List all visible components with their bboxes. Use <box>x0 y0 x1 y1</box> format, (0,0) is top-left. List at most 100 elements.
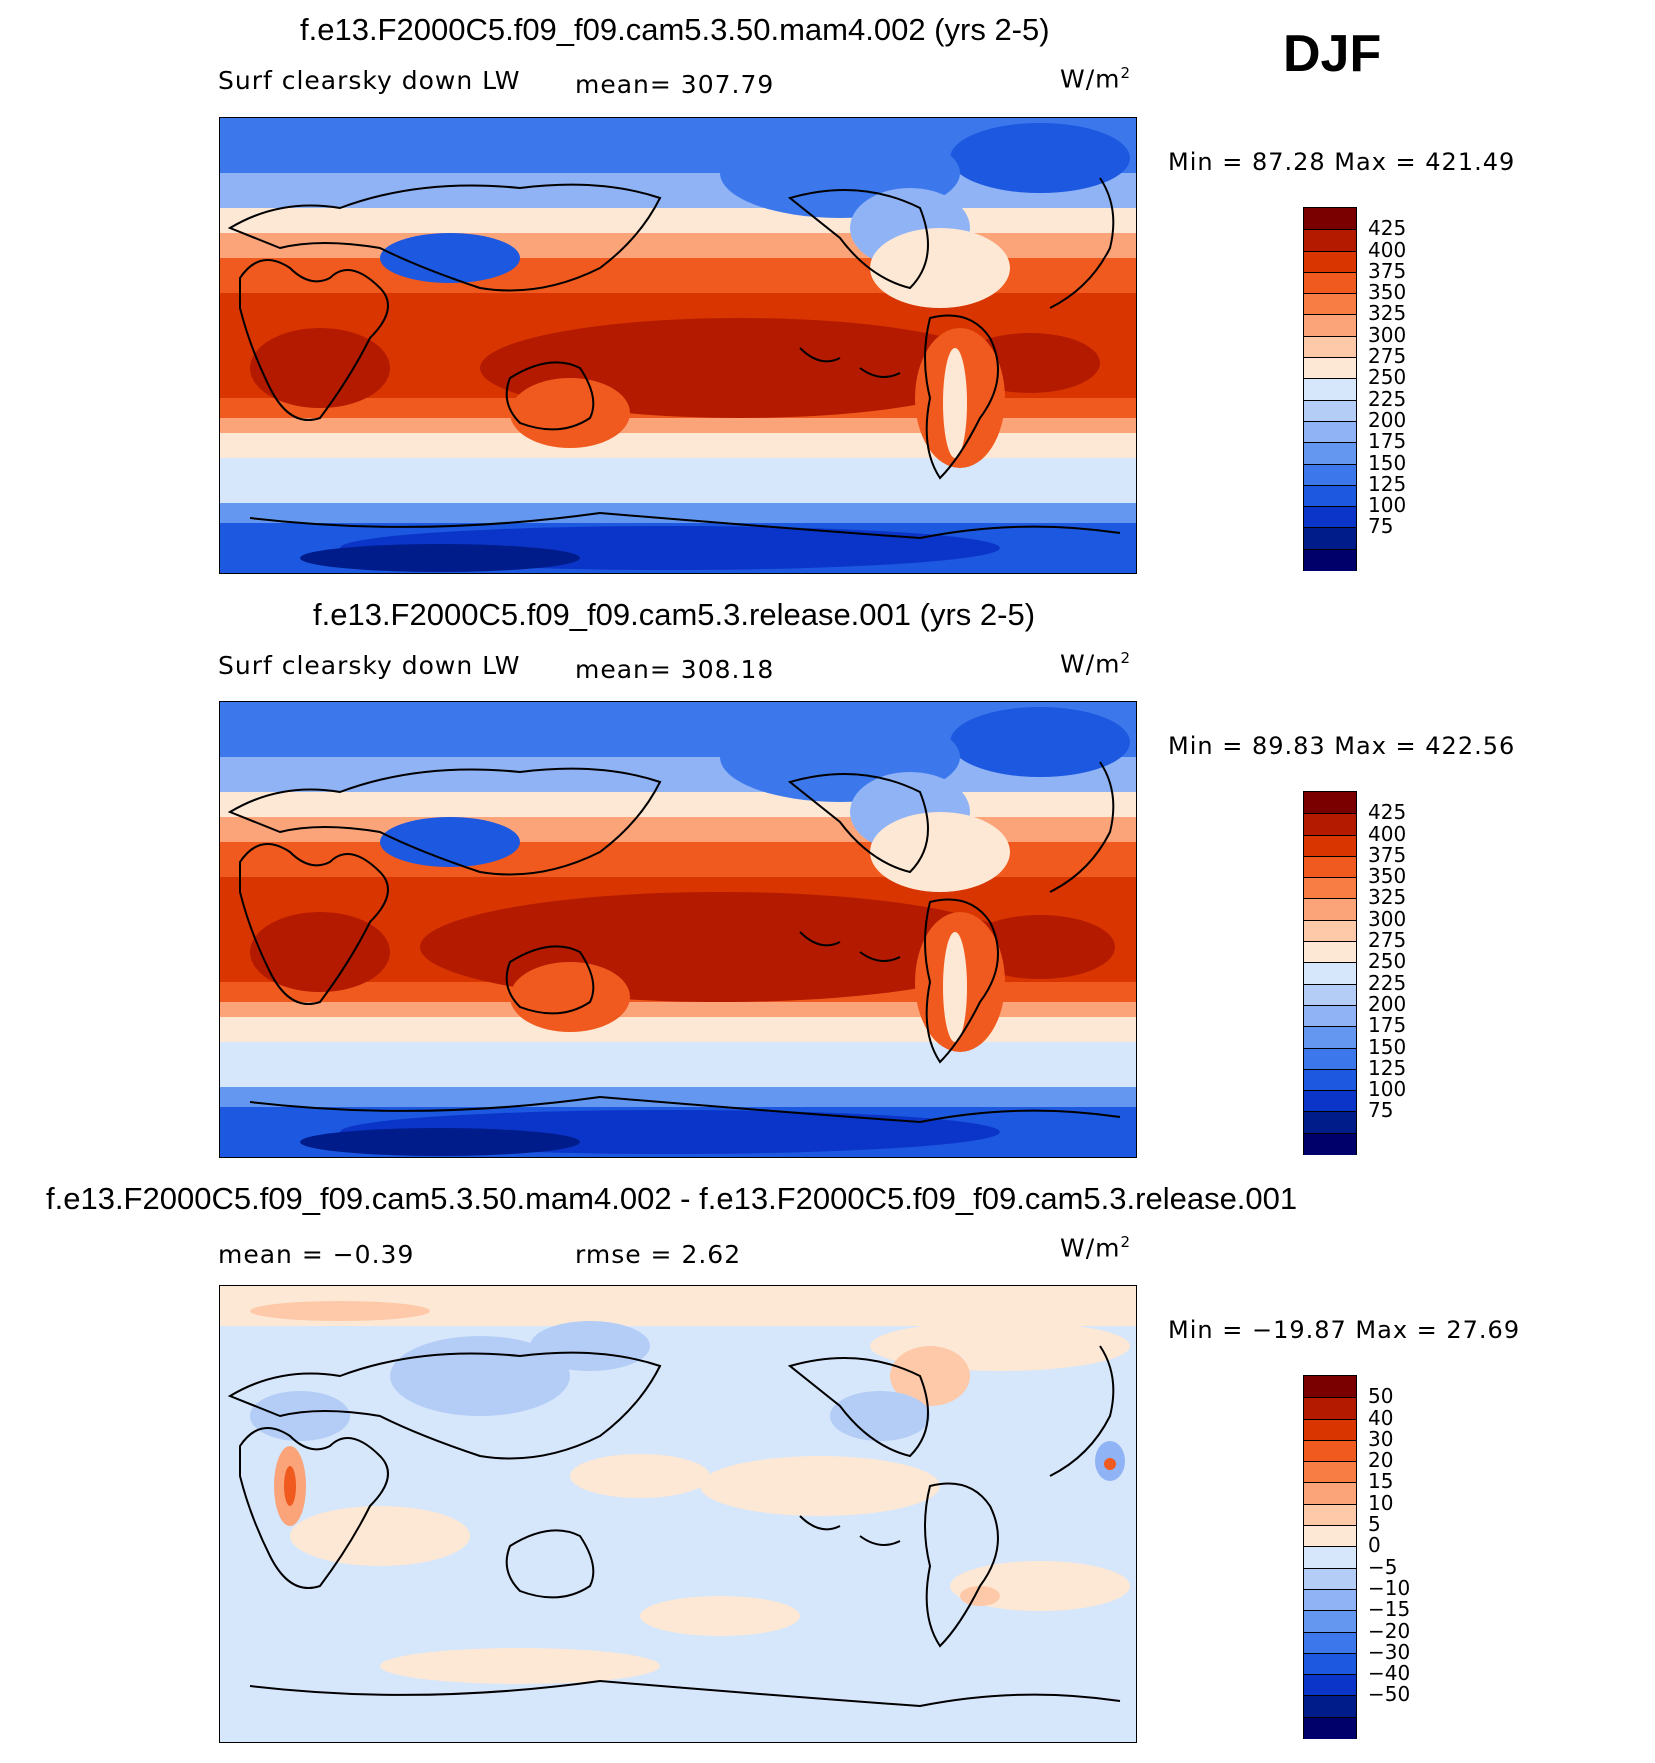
colorbar-segment <box>1304 1610 1356 1633</box>
colorbar-segment <box>1304 1004 1356 1028</box>
colorbar-tick-label: 425 <box>1368 800 1407 825</box>
colorbar-tick-label: 250 <box>1368 365 1407 390</box>
colorbar-segment <box>1304 378 1356 401</box>
colorbar-tick-label: 100 <box>1368 1077 1407 1102</box>
panel2-colorbar-labels: 425 400 375 350 325 300 275 250 225 200 175 150 125 1… <box>1368 791 1428 1155</box>
colorbar-segment <box>1304 1068 1356 1092</box>
panel3-colorbar-labels: 50 40 30 20 15 10 5 0 −5 −10 −15 −20 −30 −40 −50 <box>1368 1375 1448 1739</box>
panel2-field <box>220 702 1136 1157</box>
colorbar-segment <box>1304 983 1356 1006</box>
colorbar-segment <box>1304 208 1356 231</box>
panel3-colorbar <box>1303 1375 1357 1739</box>
colorbar-segment <box>1304 548 1356 571</box>
colorbar-segment <box>1304 1674 1356 1697</box>
season-label: DJF <box>1283 25 1382 83</box>
colorbar-tick-label: 300 <box>1368 322 1407 347</box>
colorbar-tick-label: 5 <box>1368 1512 1381 1537</box>
colorbar-segment <box>1304 962 1356 985</box>
colorbar-segment <box>1304 1631 1356 1654</box>
colorbar-segment <box>1304 855 1356 879</box>
colorbar-tick-label: 350 <box>1368 280 1407 305</box>
colorbar-segment <box>1304 1503 1356 1527</box>
colorbar-segment <box>1304 420 1356 444</box>
colorbar-segment <box>1304 1652 1356 1676</box>
colorbar-tick-label: 100 <box>1368 493 1407 518</box>
colorbar-tick-label: 400 <box>1368 821 1407 846</box>
colorbar-tick-label: 150 <box>1368 1034 1407 1059</box>
colorbar-tick-label: 40 <box>1368 1405 1394 1430</box>
colorbar-tick-label: 350 <box>1368 864 1407 889</box>
colorbar-tick-label: 200 <box>1368 991 1407 1016</box>
colorbar-tick-label: 0 <box>1368 1533 1381 1558</box>
colorbar-tick-label: 125 <box>1368 471 1407 496</box>
colorbar-segment <box>1304 335 1356 359</box>
panel3-mean: mean = −0.39 <box>218 1240 415 1269</box>
colorbar-tick-label: 375 <box>1368 258 1407 283</box>
colorbar-segment <box>1304 1546 1356 1569</box>
colorbar-segment <box>1304 399 1356 422</box>
panel2-map <box>219 701 1137 1158</box>
panel3-title: f.e13.F2000C5.f09_f09.cam5.3.50.mam4.002… <box>46 1181 1298 1216</box>
colorbar-segment <box>1304 1026 1356 1049</box>
colorbar-segment <box>1304 250 1356 273</box>
colorbar-segment <box>1304 919 1356 943</box>
colorbar-tick-label: 15 <box>1368 1469 1394 1494</box>
colorbar-tick-label: 75 <box>1368 1098 1394 1123</box>
colorbar-tick-label: −15 <box>1368 1597 1411 1622</box>
panel1-colorbar <box>1303 207 1357 571</box>
colorbar-segment <box>1304 1716 1356 1739</box>
colorbar-segment <box>1304 898 1356 921</box>
panel2-units: W/m2 <box>1060 649 1132 679</box>
colorbar-segment <box>1304 1376 1356 1399</box>
colorbar-tick-label: 300 <box>1368 906 1407 931</box>
colorbar-tick-label: 275 <box>1368 344 1407 369</box>
colorbar-tick-label: 125 <box>1368 1055 1407 1080</box>
colorbar-tick-label: 30 <box>1368 1426 1394 1451</box>
colorbar-tick-label: 275 <box>1368 928 1407 953</box>
colorbar-tick-label: 50 <box>1368 1384 1394 1409</box>
colorbar-segment <box>1304 1461 1356 1484</box>
colorbar-tick-label: −10 <box>1368 1575 1411 1600</box>
panel1-units: W/m2 <box>1060 64 1132 94</box>
colorbar-segment <box>1304 941 1356 964</box>
colorbar-tick-label: 400 <box>1368 237 1407 262</box>
colorbar-tick-label: 375 <box>1368 842 1407 867</box>
colorbar-segment <box>1304 314 1356 337</box>
colorbar-segment <box>1304 1439 1356 1463</box>
colorbar-segment <box>1304 293 1356 316</box>
panel1-map <box>219 117 1137 574</box>
colorbar-segment <box>1304 1695 1356 1718</box>
colorbar-segment <box>1304 229 1356 252</box>
colorbar-segment <box>1304 463 1356 486</box>
colorbar-segment <box>1304 527 1356 550</box>
colorbar-segment <box>1304 1567 1356 1590</box>
colorbar-segment <box>1304 1047 1356 1070</box>
colorbar-segment <box>1304 1482 1356 1505</box>
panel3-minmax: Min = −19.87 Max = 27.69 <box>1168 1316 1521 1344</box>
colorbar-segment <box>1304 1111 1356 1134</box>
colorbar-tick-label: 175 <box>1368 1013 1407 1038</box>
colorbar-tick-label: −30 <box>1368 1639 1411 1664</box>
panel3-units: W/m2 <box>1060 1233 1132 1263</box>
colorbar-segment <box>1304 813 1356 836</box>
colorbar-segment <box>1304 357 1356 380</box>
panel2-mean: mean= 308.18 <box>575 655 775 684</box>
colorbar-segment <box>1304 792 1356 815</box>
panel3-field <box>220 1286 1136 1742</box>
colorbar-tick-label: 225 <box>1368 386 1407 411</box>
colorbar-segment <box>1304 1588 1356 1612</box>
panel1-minmax: Min = 87.28 Max = 421.49 <box>1168 148 1516 176</box>
colorbar-segment <box>1304 1090 1356 1113</box>
colorbar-tick-label: 325 <box>1368 885 1407 910</box>
panel1-field <box>220 118 1136 573</box>
colorbar-segment <box>1304 1418 1356 1441</box>
colorbar-tick-label: 250 <box>1368 949 1407 974</box>
panel2-minmax: Min = 89.83 Max = 422.56 <box>1168 732 1516 760</box>
colorbar-tick-label: 425 <box>1368 216 1407 241</box>
colorbar-tick-label: −50 <box>1368 1682 1411 1707</box>
colorbar-segment <box>1304 834 1356 857</box>
colorbar-tick-label: 75 <box>1368 514 1394 539</box>
colorbar-tick-label: 150 <box>1368 450 1407 475</box>
colorbar-tick-label: 200 <box>1368 407 1407 432</box>
colorbar-segment <box>1304 1525 1356 1548</box>
